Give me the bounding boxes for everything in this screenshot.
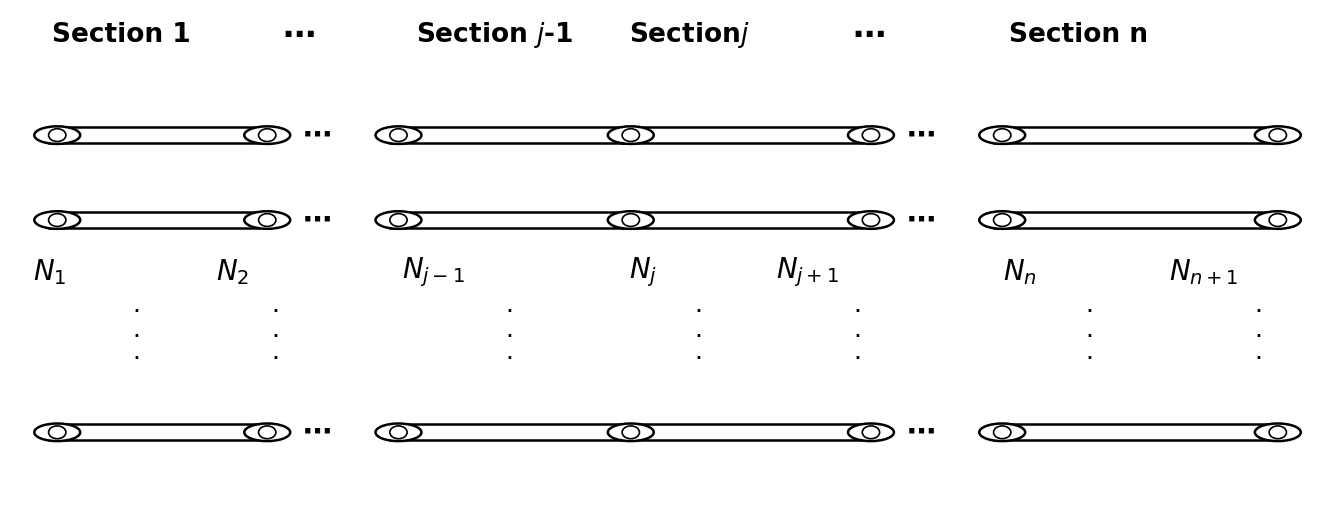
Ellipse shape [244,424,290,441]
Ellipse shape [979,424,1025,441]
Text: ⋯: ⋯ [303,206,332,234]
Text: ⋯: ⋯ [853,19,886,52]
Ellipse shape [622,129,639,141]
Ellipse shape [390,129,407,141]
Ellipse shape [608,211,654,229]
Text: $N_{n+1}$: $N_{n+1}$ [1169,258,1239,287]
Text: .: . [505,318,514,342]
Text: .: . [853,293,861,317]
Text: .: . [1086,293,1094,317]
Ellipse shape [1269,426,1286,439]
Ellipse shape [244,126,290,144]
Polygon shape [622,127,879,143]
Text: .: . [272,340,279,365]
Ellipse shape [847,126,894,144]
Polygon shape [994,127,1286,143]
Ellipse shape [376,126,422,144]
Ellipse shape [994,129,1011,141]
Ellipse shape [1255,211,1301,229]
Ellipse shape [862,426,879,439]
Text: .: . [505,340,514,365]
Ellipse shape [49,129,66,141]
Text: .: . [272,318,279,342]
Text: .: . [1086,340,1094,365]
Polygon shape [994,212,1286,228]
Text: .: . [695,340,702,365]
Text: .: . [1255,318,1263,342]
Ellipse shape [34,424,80,441]
Ellipse shape [608,424,654,441]
Text: .: . [853,340,861,365]
Ellipse shape [1255,126,1301,144]
Polygon shape [390,424,639,440]
Text: Section n: Section n [1010,22,1148,48]
Text: Section 1: Section 1 [51,22,190,48]
Ellipse shape [622,214,639,226]
Text: $N_2$: $N_2$ [216,258,249,287]
Ellipse shape [258,426,275,439]
Ellipse shape [979,126,1025,144]
Ellipse shape [34,126,80,144]
Ellipse shape [847,211,894,229]
Ellipse shape [244,211,290,229]
Polygon shape [622,212,879,228]
Ellipse shape [862,129,879,141]
Ellipse shape [847,424,894,441]
Ellipse shape [390,426,407,439]
Text: $N_{j+1}$: $N_{j+1}$ [776,256,838,289]
Ellipse shape [376,211,422,229]
Text: .: . [695,318,702,342]
Ellipse shape [49,426,66,439]
Text: Section$\it{j}$: Section$\it{j}$ [629,20,750,50]
Text: .: . [853,318,861,342]
Ellipse shape [979,211,1025,229]
Polygon shape [49,212,275,228]
Ellipse shape [994,214,1011,226]
Polygon shape [622,424,879,440]
Text: $N_{j-1}$: $N_{j-1}$ [402,256,464,289]
Text: .: . [1255,340,1263,365]
Text: .: . [133,293,141,317]
Text: Section $\it{j}$-1: Section $\it{j}$-1 [416,20,573,50]
Polygon shape [390,127,639,143]
Ellipse shape [994,426,1011,439]
Ellipse shape [390,214,407,226]
Ellipse shape [34,211,80,229]
Ellipse shape [376,424,422,441]
Text: .: . [1086,318,1094,342]
Text: .: . [133,318,141,342]
Ellipse shape [1255,424,1301,441]
Polygon shape [49,424,275,440]
Text: $N_j$: $N_j$ [629,256,658,289]
Text: .: . [272,293,279,317]
Text: ⋯: ⋯ [303,121,332,149]
Text: ⋯: ⋯ [303,418,332,446]
Text: $N_1$: $N_1$ [33,258,67,287]
Polygon shape [994,424,1286,440]
Text: ⋯: ⋯ [907,206,936,234]
Ellipse shape [1269,214,1286,226]
Ellipse shape [258,214,275,226]
Ellipse shape [1269,129,1286,141]
Ellipse shape [258,129,275,141]
Text: .: . [695,293,702,317]
Ellipse shape [49,214,66,226]
Text: ⋯: ⋯ [907,418,936,446]
Text: .: . [133,340,141,365]
Text: $N_n$: $N_n$ [1003,258,1037,287]
Ellipse shape [608,126,654,144]
Text: .: . [505,293,514,317]
Ellipse shape [862,214,879,226]
Text: ⋯: ⋯ [907,121,936,149]
Polygon shape [49,127,275,143]
Text: .: . [1255,293,1263,317]
Ellipse shape [622,426,639,439]
Polygon shape [390,212,639,228]
Text: ⋯: ⋯ [282,19,316,52]
